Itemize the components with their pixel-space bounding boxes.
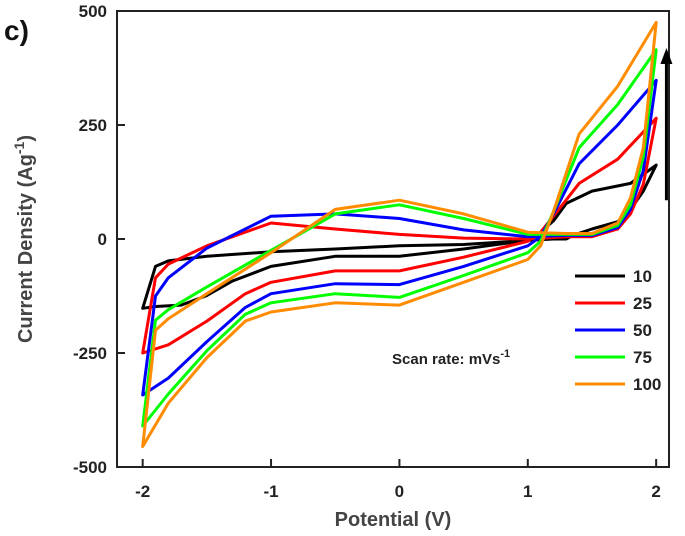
legend-label-25: 25	[633, 294, 652, 313]
x-tick-label: 1	[523, 482, 532, 501]
trend-arrow-head	[660, 48, 673, 65]
series-line-100	[141, 20, 658, 448]
y-axis-label-group: Current Density (Ag-1)	[11, 135, 37, 343]
legend: 10 25 50 75 100	[575, 267, 661, 394]
series-layer	[141, 20, 658, 448]
y-tick-label: 0	[98, 230, 107, 249]
legend-label-10: 10	[633, 267, 652, 286]
y-tick-label: 250	[79, 116, 107, 135]
scan-rate-annotation: Scan rate: mVs-1	[392, 348, 510, 368]
series-line-10	[141, 163, 658, 310]
plot-area: -2 -1 0 1 2 -500 -250 0 250 500	[73, 2, 673, 501]
y-axis-label: Current Density (Ag-1)	[11, 135, 37, 343]
series-line-25	[141, 116, 658, 355]
y-tick-label: -250	[73, 344, 107, 363]
arrow-layer	[660, 48, 673, 201]
x-tick-label: 0	[395, 482, 404, 501]
scan-rate-annotation-sup: -1	[500, 348, 510, 360]
y-tick-label: 500	[79, 2, 107, 21]
legend-label-50: 50	[633, 321, 652, 340]
y-axis-label-sup: -1	[11, 141, 27, 154]
panel-label: c)	[4, 15, 29, 46]
x-tick-label: -2	[135, 482, 150, 501]
y-tick-label: -500	[73, 458, 107, 477]
legend-label-75: 75	[633, 348, 652, 367]
x-axis-label: Potential (V)	[335, 509, 452, 531]
x-tick-label: 2	[651, 482, 660, 501]
plot-frame	[116, 10, 670, 468]
legend-label-100: 100	[633, 375, 661, 394]
series-line-50	[141, 78, 658, 397]
x-tick-label: -1	[263, 482, 278, 501]
ticks-layer: -2 -1 0 1 2 -500 -250 0 250 500	[73, 2, 661, 501]
y-axis-label-close: )	[15, 135, 37, 142]
